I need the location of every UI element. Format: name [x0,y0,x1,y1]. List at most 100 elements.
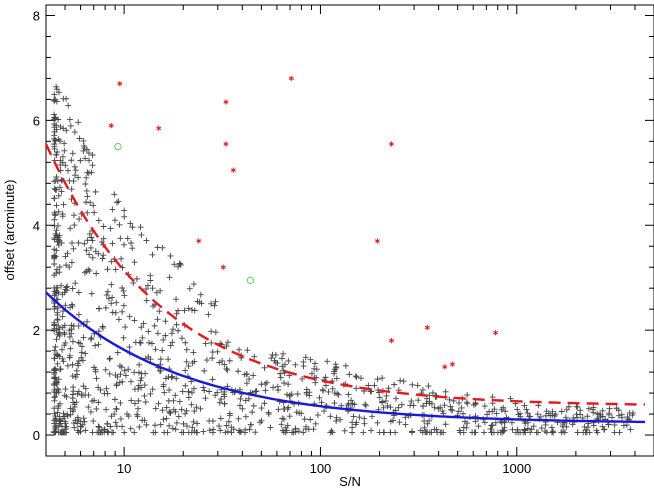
plus-marker [128,240,135,247]
plus-marker [441,402,448,409]
plus-marker [53,151,60,158]
plus-marker [574,414,581,421]
plus-marker [517,410,524,417]
plus-marker [143,297,150,304]
plus-marker [143,237,150,244]
plus-marker [54,284,61,291]
plus-marker [56,269,63,276]
plus-marker [162,375,169,382]
plus-marker [62,302,69,309]
plus-marker [472,418,479,425]
plus-marker [87,408,94,415]
asterisk-marker [374,238,380,244]
plus-marker [618,414,625,421]
plus-marker [285,357,292,364]
plus-marker [627,426,634,433]
plus-marker [597,411,604,418]
y-axis-label: offset (arcminute) [2,180,17,281]
plus-marker [281,361,288,368]
plus-marker [431,404,438,411]
plus-marker [629,410,636,417]
plus-marker [129,245,136,252]
plus-marker [487,425,494,432]
plus-marker [53,247,60,254]
plus-marker [61,140,68,147]
plus-marker [265,411,272,418]
plus-marker [93,375,100,382]
plus-marker [385,385,392,392]
plus-marker [300,363,307,370]
plus-marker [89,254,96,261]
plus-marker [72,417,79,424]
plus-marker [423,429,430,436]
plus-marker [95,250,102,257]
plus-marker [197,405,204,412]
plus-marker [303,423,310,430]
plus-marker [374,376,381,383]
plus-marker [521,426,528,433]
plus-marker [80,137,87,144]
asterisk-marker [156,125,162,131]
plus-marker [69,361,76,368]
plus-marker [200,384,207,391]
plus-marker [535,402,542,409]
plus-marker [64,362,71,369]
plus-marker [313,366,320,373]
plus-marker [52,429,59,436]
plus-marker [277,374,284,381]
plus-marker [623,422,630,429]
plus-marker [225,418,232,425]
asterisk-marker [196,238,202,244]
plus-marker [594,410,601,417]
plus-marker [119,423,126,430]
plus-marker [67,405,74,412]
plus-marker [164,429,171,436]
plus-marker [246,426,253,433]
plus-marker [190,281,197,288]
plus-marker [322,374,329,381]
circle-marker [246,276,255,285]
plus-marker [533,429,540,436]
plus-marker [75,289,82,296]
plus-marker [146,339,153,346]
plus-marker [52,253,59,260]
plus-marker [121,207,128,214]
plus-marker [179,335,186,342]
asterisk-marker [442,364,448,370]
plus-marker [321,408,328,415]
plus-marker [108,258,115,265]
plus-marker [177,261,184,268]
plus-marker [166,408,173,415]
plus-marker [121,213,128,220]
plus-marker [226,357,233,364]
plus-marker [66,354,73,361]
plus-marker [80,415,87,422]
plus-marker [170,326,177,333]
plus-marker [82,391,89,398]
plus-marker [562,414,569,421]
plus-marker [333,418,340,425]
plus-marker [168,330,175,337]
plus-marker [464,391,471,398]
plus-marker [167,252,174,259]
plus-marker [414,382,421,389]
plus-marker [70,212,77,219]
plus-marker [205,311,212,318]
plus-marker [307,356,314,363]
plus-marker [590,404,597,411]
plus-marker [51,261,58,268]
plus-marker [398,401,405,408]
y-tick-label: 2 [33,323,40,338]
plus-marker [74,420,81,427]
plus-marker [69,338,76,345]
plus-marker [75,239,82,246]
plus-marker [142,399,149,406]
plus-marker [86,267,93,274]
plus-marker [371,382,378,389]
plus-marker [365,382,372,389]
plus-marker [208,339,215,346]
plus-marker [211,302,218,309]
plus-marker [265,409,272,416]
plus-marker [514,406,521,413]
plus-marker [84,318,91,325]
